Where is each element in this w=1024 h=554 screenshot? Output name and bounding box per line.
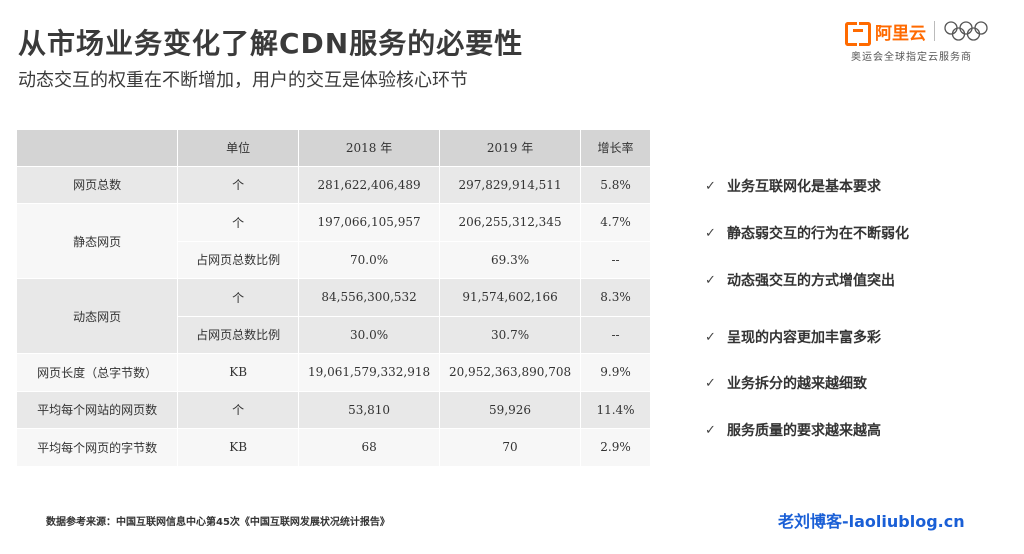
key-point-text: 静态弱交互的行为在不断弱化 <box>727 226 909 242</box>
value-2019: 70 <box>439 428 582 467</box>
growth-rate: 2.9% <box>580 428 651 467</box>
value-2018: 70.0% <box>298 241 441 279</box>
page-title: 从市场业务变化了解CDN服务的必要性 <box>18 27 524 60</box>
data-source-note: 数据参考来源：中国互联网信息中心第45次《中国互联网发展状况统计报告》 <box>46 517 390 528</box>
aliyun-logo: 阿里云 <box>845 19 926 46</box>
value-2018: 84,556,300,532 <box>298 278 441 317</box>
table-header-cell: 单位 <box>177 130 300 167</box>
key-points-list: ✓ 业务互联网化是基本要求 ✓ 静态弱交互的行为在不断弱化 ✓ 动态强交互的方式增值突… <box>705 176 909 440</box>
row-unit: 个 <box>177 391 300 429</box>
value-2019: 69.3% <box>439 241 582 279</box>
row-unit: 占网页总数比例 <box>177 241 300 279</box>
row-label: 平均每个网站的网页数 <box>17 391 179 429</box>
value-2019: 59,926 <box>439 391 582 429</box>
brand-divider <box>934 21 935 41</box>
value-2018: 30.0% <box>298 316 441 354</box>
growth-rate: 9.9% <box>580 353 651 392</box>
row-unit: 占网页总数比例 <box>177 316 300 354</box>
watermark: 老刘博客-laoliublog.cn <box>778 512 965 531</box>
row-label: 静态网页 <box>17 203 179 279</box>
key-point-text: 业务拆分的越来越细致 <box>727 376 867 392</box>
table-row: 平均每个网页的字节数 KB 68 70 2.9% <box>17 428 651 467</box>
value-2019: 206,255,312,345 <box>439 203 582 242</box>
value-2018: 19,061,579,332,918 <box>298 353 441 392</box>
table-row: 网页总数 个 281,622,406,489 297,829,914,511 5… <box>17 166 651 204</box>
value-2019: 91,574,602,166 <box>439 278 582 317</box>
table-row: 静态网页 个 197,066,105,957 206,255,312,345 4… <box>17 203 651 279</box>
table-row: 动态网页 个 84,556,300,532 91,574,602,166 8.3… <box>17 278 651 354</box>
check-icon: ✓ <box>705 375 716 391</box>
growth-rate: 4.7% <box>580 203 651 242</box>
growth-rate: -- <box>580 316 651 354</box>
table-row: 网页长度（总字节数） KB 19,061,579,332,918 20,952,… <box>17 353 651 392</box>
row-unit: 个 <box>177 203 300 242</box>
key-point-text: 业务互联网化是基本要求 <box>727 179 881 195</box>
key-point: ✓ 业务拆分的越来越细致 <box>705 373 909 393</box>
row-label: 网页总数 <box>17 166 179 204</box>
key-point: ✓ 呈现的内容更加丰富多彩 <box>705 327 909 347</box>
aliyun-logo-icon <box>845 22 871 46</box>
row-unit: KB <box>177 353 300 392</box>
table-header-cell <box>17 130 179 167</box>
growth-rate: -- <box>580 241 651 279</box>
table-header-cell: 2019 年 <box>439 130 582 167</box>
check-icon: ✓ <box>705 178 716 194</box>
key-point: ✓ 业务互联网化是基本要求 <box>705 176 909 196</box>
key-point: ✓ 服务质量的要求越来越高 <box>705 420 909 440</box>
value-2018: 281,622,406,489 <box>298 166 441 204</box>
growth-rate: 8.3% <box>580 278 651 317</box>
value-2019: 30.7% <box>439 316 582 354</box>
key-point: ✓ 静态弱交互的行为在不断弱化 <box>705 223 909 243</box>
key-point: ✓ 动态强交互的方式增值突出 <box>705 270 909 290</box>
key-point-text: 动态强交互的方式增值突出 <box>727 273 895 289</box>
row-unit: 个 <box>177 166 300 204</box>
row-unit: 个 <box>177 278 300 317</box>
row-label: 网页长度（总字节数） <box>17 353 179 392</box>
table-row: 平均每个网站的网页数 个 53,810 59,926 11.4% <box>17 391 651 429</box>
brand-tagline: 奥运会全球指定云服务商 <box>851 52 972 63</box>
value-2018: 68 <box>298 428 441 467</box>
table-header-row: 单位 2018 年 2019 年 增长率 <box>17 130 651 167</box>
olympic-rings-icon <box>944 21 988 41</box>
page-subtitle: 动态交互的权重在不断增加，用户的交互是体验核心环节 <box>18 70 468 91</box>
table-row: 占网页总数比例 30.0% 30.7% -- <box>17 316 651 354</box>
table-header-cell: 2018 年 <box>298 130 441 167</box>
check-icon: ✓ <box>705 329 716 345</box>
row-label: 平均每个网页的字节数 <box>17 428 179 467</box>
value-2019: 297,829,914,511 <box>439 166 582 204</box>
check-icon: ✓ <box>705 422 716 438</box>
row-unit: KB <box>177 428 300 467</box>
growth-rate: 11.4% <box>580 391 651 429</box>
table-row: 占网页总数比例 70.0% 69.3% -- <box>17 241 651 279</box>
table-header-cell: 增长率 <box>580 130 651 167</box>
check-icon: ✓ <box>705 225 716 241</box>
growth-rate: 5.8% <box>580 166 651 204</box>
value-2018: 53,810 <box>298 391 441 429</box>
check-icon: ✓ <box>705 272 716 288</box>
brand-block: 阿里云 奥运会全球指定云服务商 <box>845 18 1010 68</box>
row-label: 动态网页 <box>17 278 179 354</box>
web-stats-table: 单位 2018 年 2019 年 增长率 网页总数 个 281,622,406,… <box>17 130 651 467</box>
key-point-text: 呈现的内容更加丰富多彩 <box>727 330 881 346</box>
key-point-text: 服务质量的要求越来越高 <box>727 423 881 439</box>
value-2019: 20,952,363,890,708 <box>439 353 582 392</box>
value-2018: 197,066,105,957 <box>298 203 441 242</box>
brand-name: 阿里云 <box>875 23 926 44</box>
